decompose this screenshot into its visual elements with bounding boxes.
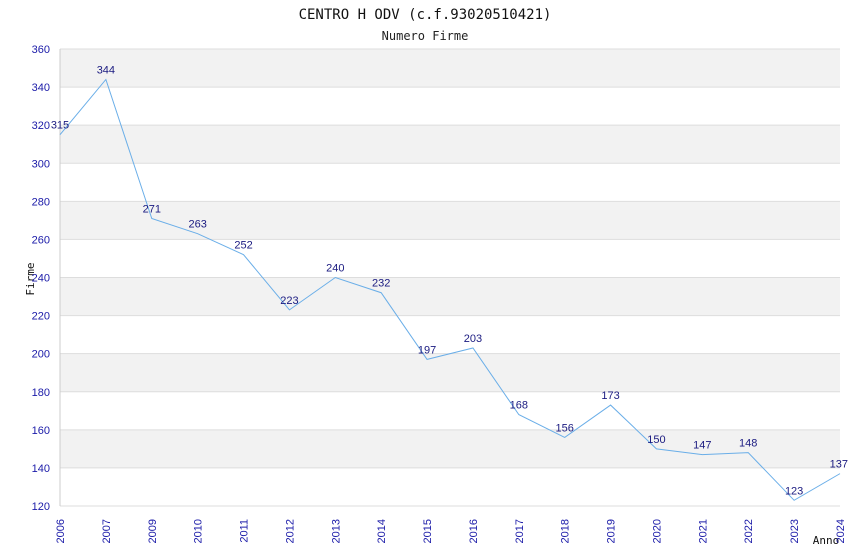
x-tick-label: 2014	[376, 519, 388, 543]
grid-band	[60, 163, 840, 202]
x-tick-label: 2011	[239, 519, 251, 543]
background-bands	[60, 49, 840, 506]
grid-band	[60, 391, 840, 430]
x-tick-label: 2019	[606, 519, 618, 543]
y-tick-label: 220	[32, 311, 50, 323]
data-label: 150	[647, 434, 665, 446]
y-tick-label: 120	[32, 501, 50, 513]
y-tick-label: 340	[32, 82, 50, 94]
data-label: 223	[280, 295, 298, 307]
x-tick-label: 2009	[147, 519, 159, 543]
data-label: 168	[510, 400, 528, 412]
series-line	[59, 78, 841, 501]
x-tick-label: 2015	[422, 519, 434, 543]
data-label: 123	[785, 485, 803, 497]
data-label: 137	[830, 459, 848, 471]
data-label: 315	[51, 120, 69, 132]
data-label: 156	[556, 422, 574, 434]
x-tick-label: 2012	[284, 519, 296, 543]
x-tick-label: 2021	[697, 519, 709, 543]
grid-band	[60, 201, 840, 240]
y-axis-label: Firme	[24, 262, 37, 295]
data-label: 148	[739, 438, 757, 450]
x-tick-label: 2017	[514, 519, 526, 543]
y-tick-label: 360	[32, 44, 50, 56]
chart-title: CENTRO H ODV (c.f.93020510421)	[299, 7, 552, 23]
x-tick-label: 2022	[743, 519, 755, 543]
y-tick-label: 300	[32, 158, 50, 170]
y-tick-label: 180	[32, 387, 50, 399]
x-tick-label: 2020	[651, 519, 663, 543]
y-tick-label: 200	[32, 349, 50, 361]
data-label: 147	[693, 440, 711, 452]
data-label: 271	[143, 203, 161, 215]
grid-band	[60, 315, 840, 354]
x-tick-label: 2018	[560, 519, 572, 543]
x-tick-label: 2006	[55, 519, 67, 543]
y-tick-label: 140	[32, 463, 50, 475]
grid-band	[60, 239, 840, 278]
grid-band	[60, 429, 840, 468]
grid-band	[60, 277, 840, 316]
data-label: 197	[418, 344, 436, 356]
data-label: 344	[97, 64, 115, 76]
grid-band	[60, 467, 840, 506]
grid-band	[60, 87, 840, 126]
x-tick-labels: 2006 2007 2009 2010 2011 2012 2013 2014 2015 2016…	[55, 519, 847, 543]
y-grid	[60, 48, 840, 507]
y-tick-label: 320	[32, 120, 50, 132]
x-axis-label: Anno	[813, 534, 840, 547]
x-tick-label: 2024	[835, 519, 847, 543]
y-tick-labels: 120 140 160 180 200 220 240 260 280 300 320 340 360	[32, 44, 50, 513]
data-labels: 315 344 271 263 252 223 240 232 197 203 168 156 173 1…	[51, 64, 848, 497]
y-tick-label: 280	[32, 196, 50, 208]
x-tick-label: 2023	[789, 519, 801, 543]
chart-subtitle: Numero Firme	[382, 29, 469, 43]
x-tick-label: 2013	[330, 519, 342, 543]
x-tick-label: 2010	[193, 519, 205, 543]
y-tick-label: 160	[32, 425, 50, 437]
grid-band	[60, 49, 840, 88]
data-label: 240	[326, 263, 344, 275]
data-label: 252	[234, 240, 252, 252]
y-tick-label: 260	[32, 234, 50, 246]
x-tick-label: 2016	[468, 519, 480, 543]
grid-band	[60, 125, 840, 164]
grid-band	[60, 353, 840, 392]
y-tick-label: 240	[32, 273, 50, 285]
data-label: 173	[601, 390, 619, 402]
x-tick-label: 2007	[101, 519, 113, 543]
data-label: 232	[372, 278, 390, 290]
data-label: 263	[188, 219, 206, 231]
data-label: 203	[464, 333, 482, 345]
